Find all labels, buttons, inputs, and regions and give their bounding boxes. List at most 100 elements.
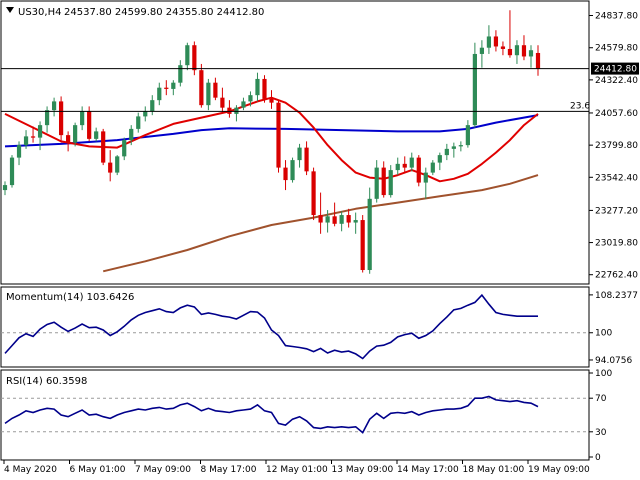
candle-body — [479, 47, 484, 54]
candle-body — [129, 128, 134, 141]
candle — [269, 90, 274, 109]
candles-layer — [2, 10, 541, 274]
candle-body — [339, 215, 344, 224]
candle — [87, 106, 92, 142]
candle-body — [430, 162, 435, 173]
time-tick-label: 13 May 09:00 — [332, 465, 394, 475]
time-tick-label: 6 May 01:00 — [70, 465, 126, 475]
collapse-arrow-icon[interactable] — [6, 7, 14, 13]
candle-body — [16, 145, 22, 158]
candle — [416, 155, 421, 187]
candle — [164, 80, 169, 96]
candle-body — [388, 170, 393, 196]
candle-body — [44, 110, 50, 126]
momentum-tick-label: 100 — [595, 329, 612, 339]
candle — [206, 78, 211, 111]
candle-body — [23, 136, 29, 146]
candle — [227, 100, 232, 118]
candle-body — [409, 157, 414, 168]
price-tick-label: 22762.40 — [595, 271, 638, 281]
candle-body — [276, 102, 281, 168]
candle — [185, 42, 190, 71]
candle — [241, 97, 246, 111]
candle-body — [157, 87, 162, 101]
candle — [521, 35, 527, 61]
rsi-layer — [1, 395, 589, 434]
candle-body — [367, 198, 372, 271]
time-tick-label: 4 May 2020 — [4, 465, 57, 475]
momentum-layer — [1, 293, 589, 360]
candle-body — [87, 111, 92, 139]
candle — [430, 160, 435, 176]
candle — [94, 127, 99, 142]
candle — [472, 42, 477, 128]
candle — [150, 95, 155, 116]
candle-body — [241, 101, 246, 108]
candle-body — [115, 156, 120, 173]
candle-body — [332, 216, 337, 224]
candle — [451, 142, 456, 158]
ma-fast-layer — [4, 96, 539, 183]
candle — [500, 41, 506, 56]
candle — [437, 152, 442, 171]
candle — [381, 161, 386, 198]
candle-body — [150, 100, 155, 112]
time-tick-label: 14 May 17:00 — [397, 465, 459, 475]
price-tick-label: 24057.60 — [595, 109, 638, 119]
candle — [458, 141, 463, 152]
candle-body — [486, 36, 492, 48]
candle-body — [108, 162, 113, 173]
candle-body — [528, 50, 534, 57]
candle — [444, 143, 449, 161]
candle-body — [30, 136, 36, 138]
candle — [409, 152, 414, 172]
candle — [101, 128, 106, 166]
candle — [255, 72, 260, 102]
candle — [16, 141, 22, 166]
current-price-tag-text: 24412.80 — [594, 65, 637, 75]
candle — [129, 125, 134, 146]
candle-body — [290, 160, 295, 181]
momentum-tick-label: 108.2377 — [595, 291, 638, 301]
candle — [122, 137, 127, 161]
fib-level-label: 23.6 — [570, 101, 590, 111]
candle — [51, 97, 57, 117]
candle-body — [136, 116, 141, 129]
candle — [248, 91, 253, 107]
price-tick-label: 23799.80 — [595, 141, 638, 151]
candle — [178, 60, 183, 87]
candle — [367, 187, 372, 274]
candle — [136, 112, 141, 133]
time-axis: 4 May 2020 6 May 01:00 7 May 09:00 8 May 17… — [3, 460, 590, 475]
candle — [23, 130, 29, 149]
candle-body — [66, 135, 71, 143]
symbol-label: US30,H4 — [18, 7, 61, 18]
candle — [332, 202, 337, 227]
candle-body — [416, 157, 421, 183]
candle-body — [451, 146, 456, 149]
candle-body — [311, 171, 316, 216]
candle-body — [220, 97, 225, 108]
rsi-label: RSI(14) 60.3598 — [6, 376, 87, 387]
rsi-axis: 100 70 30 0 — [589, 369, 612, 463]
candle — [507, 10, 513, 58]
candle — [37, 121, 43, 151]
candle-body — [171, 82, 176, 89]
candle-body — [73, 125, 78, 143]
candle — [283, 160, 288, 191]
candle-body — [458, 145, 463, 147]
price-panel-frame — [0, 0, 590, 285]
time-tick-label: 7 May 09:00 — [135, 465, 191, 475]
candle — [290, 157, 295, 183]
candle-body — [395, 163, 400, 171]
candle-body — [227, 107, 232, 114]
candle — [66, 131, 71, 152]
candle-body — [374, 167, 379, 199]
candle — [171, 80, 176, 96]
candle — [220, 87, 225, 113]
candle — [9, 155, 15, 188]
candle — [80, 106, 85, 131]
candle — [395, 157, 400, 176]
candle-body — [51, 101, 57, 111]
